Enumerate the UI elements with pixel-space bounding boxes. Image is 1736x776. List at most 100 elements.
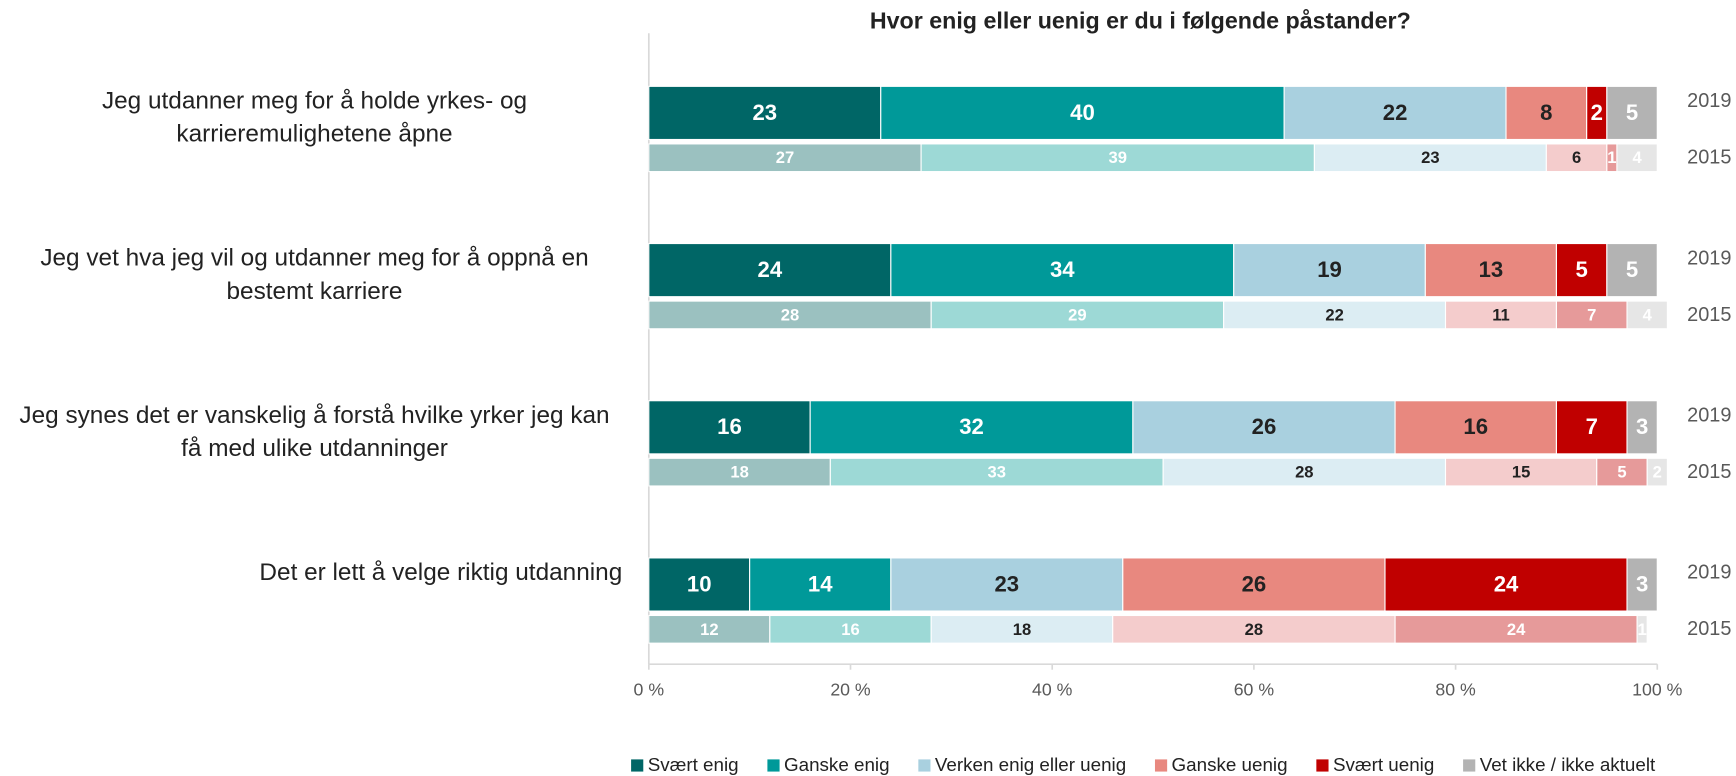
bar-segment — [1626, 557, 1658, 612]
bar-year-label: 2019 — [1687, 404, 1731, 426]
bar-segment — [890, 242, 1235, 298]
data-label: 32 — [959, 414, 984, 439]
legend-swatch — [631, 759, 644, 772]
bar-segment — [809, 400, 1134, 455]
bar-year-label: 2015 — [1687, 461, 1731, 483]
data-label: 24 — [1507, 620, 1526, 639]
category-label-wrap: Jeg synes det er vanskelig å forstå hvil… — [0, 399, 622, 465]
bar-segment — [1596, 457, 1648, 487]
data-label: 16 — [841, 620, 859, 639]
data-label: 40 — [1070, 100, 1095, 125]
data-label: 18 — [730, 463, 748, 482]
data-label: 3 — [1636, 414, 1648, 439]
bar-year-label: 2019 — [1687, 247, 1731, 269]
data-label: 23 — [752, 100, 777, 125]
bar-segment — [648, 400, 811, 455]
data-label: 14 — [808, 571, 833, 596]
bar-segment — [1545, 143, 1608, 173]
bar-segment — [1616, 143, 1658, 173]
data-label: 33 — [988, 463, 1006, 482]
bar-segment — [1626, 300, 1668, 330]
data-label: 12 — [700, 620, 718, 639]
bar-segment — [1606, 85, 1658, 141]
bar-segment — [1122, 557, 1386, 612]
data-label: 26 — [1252, 414, 1277, 439]
category-label: Jeg vet hva jeg vil og utdanner meg for … — [40, 243, 589, 305]
chart-title: Hvor enig eller uenig er du i følgende p… — [870, 7, 1411, 33]
bar-segment — [1606, 242, 1658, 298]
data-label: 4 — [1643, 305, 1653, 324]
bar-segment — [648, 85, 882, 141]
data-label: 28 — [1245, 620, 1263, 639]
bar-segment — [648, 242, 892, 298]
category-label-wrap: Det er lett å velge riktig utdanning — [0, 556, 622, 589]
category-label-wrap: Jeg utdanner meg for å holde yrkes- og k… — [0, 84, 622, 150]
data-label: 18 — [1013, 620, 1031, 639]
data-label: 29 — [1068, 305, 1086, 324]
x-tick-label: 0 % — [634, 679, 665, 699]
legend-label: Ganske uenig — [1172, 754, 1288, 775]
data-label: 5 — [1626, 100, 1638, 125]
data-label: 11 — [1492, 305, 1510, 324]
data-label: 27 — [776, 148, 794, 167]
data-label: 16 — [717, 414, 742, 439]
data-label: 7 — [1587, 305, 1596, 324]
legend-label: Svært uenig — [1333, 754, 1434, 775]
bar-segment — [648, 143, 922, 173]
data-label: 7 — [1586, 414, 1598, 439]
data-label: 28 — [781, 305, 799, 324]
data-label: 24 — [1494, 571, 1519, 596]
category-label: Jeg utdanner meg for å holde yrkes- og k… — [101, 86, 528, 148]
data-label: 15 — [1512, 463, 1530, 482]
data-label: 22 — [1383, 100, 1408, 125]
bar-segment — [648, 557, 751, 612]
legend-label: Svært enig — [648, 754, 739, 775]
category-label-box: Det er lett å velge riktig utdanning — [0, 556, 622, 589]
data-label: 26 — [1242, 571, 1267, 596]
category-label: Det er lett å velge riktig utdanning — [259, 557, 623, 586]
data-label: 5 — [1575, 257, 1587, 282]
bar-segment — [1112, 614, 1396, 644]
x-tick-label: 60 % — [1234, 679, 1275, 699]
bar-year-label: 2015 — [1687, 304, 1731, 326]
data-label: 1 — [1607, 148, 1616, 167]
category-label: Jeg synes det er vanskelig å forstå hvil… — [19, 400, 610, 462]
data-label: 2 — [1591, 100, 1603, 125]
legend-swatch — [1154, 759, 1168, 772]
bar-segment — [829, 457, 1164, 487]
bar-segment — [1444, 457, 1598, 487]
data-label: 19 — [1317, 257, 1342, 282]
bar-segment — [648, 614, 771, 644]
bar-year-label: 2019 — [1687, 562, 1731, 584]
legend-label: Ganske enig — [784, 754, 890, 775]
legend-swatch — [1463, 759, 1476, 772]
bar-segment — [930, 300, 1225, 330]
data-label: 16 — [1463, 414, 1488, 439]
bar-segment — [1626, 400, 1658, 455]
data-label: 5 — [1626, 257, 1638, 282]
data-label: 23 — [1421, 148, 1439, 167]
bar-segment — [1223, 300, 1447, 330]
x-tick-label: 20 % — [830, 679, 871, 699]
legend-swatch — [918, 759, 931, 772]
x-tick-label: 40 % — [1032, 679, 1073, 699]
bar-segment — [1636, 614, 1648, 644]
data-label: 28 — [1295, 463, 1313, 482]
data-label: 4 — [1632, 148, 1642, 167]
legend-swatch — [767, 759, 780, 772]
data-label: 5 — [1617, 463, 1626, 482]
bar-segment — [749, 557, 892, 612]
data-label: 8 — [1540, 100, 1552, 125]
data-label: 6 — [1572, 148, 1581, 167]
data-label: 24 — [758, 257, 783, 282]
bar-segment — [1132, 400, 1396, 455]
data-label: 13 — [1479, 257, 1504, 282]
bar-year-label: 2019 — [1687, 90, 1731, 112]
bar-segment — [1444, 300, 1557, 330]
bar-year-label: 2015 — [1687, 618, 1731, 640]
category-label-box: Jeg synes det er vanskelig å forstå hvil… — [0, 399, 622, 465]
data-label: 23 — [995, 571, 1020, 596]
bar-segment — [769, 614, 932, 644]
x-tick-label: 80 % — [1435, 679, 1476, 699]
